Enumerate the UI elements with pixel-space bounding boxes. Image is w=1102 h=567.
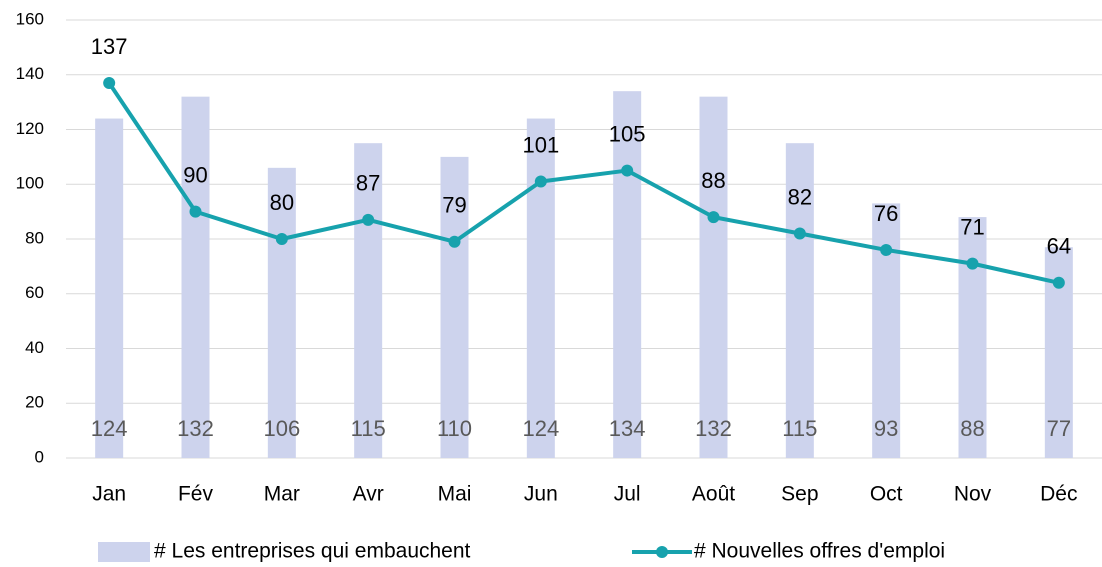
line-point <box>448 235 461 248</box>
line-point <box>966 257 979 270</box>
line-label: 105 <box>609 121 646 146</box>
bar-label: 88 <box>960 416 984 441</box>
line-label: 137 <box>91 34 128 59</box>
bar-label: 124 <box>522 416 559 441</box>
y-tick-label: 20 <box>25 393 44 412</box>
bar-label: 134 <box>609 416 646 441</box>
y-tick-label: 140 <box>16 64 44 83</box>
line-point <box>1052 276 1065 289</box>
line-label: 64 <box>1047 234 1071 259</box>
x-tick-label: Déc <box>1040 483 1077 506</box>
x-tick-label: Jan <box>92 483 126 506</box>
y-tick-label: 160 <box>16 9 44 28</box>
bar-label: 106 <box>263 416 300 441</box>
bar-label: 115 <box>351 416 386 441</box>
bar-label: 132 <box>177 416 214 441</box>
line-label: 82 <box>788 184 812 209</box>
bar-label: 132 <box>695 416 732 441</box>
line-label: 76 <box>874 201 898 226</box>
line-label: 90 <box>183 162 207 187</box>
line-point <box>103 76 116 89</box>
bar <box>526 118 555 459</box>
legend-label: # Les entreprises qui embauchent <box>154 540 471 563</box>
x-tick-label: Sep <box>781 483 818 506</box>
x-tick-label: Jul <box>614 483 641 506</box>
x-tick-label: Fév <box>178 483 214 506</box>
legend-swatch <box>98 542 150 562</box>
line <box>107 81 1060 285</box>
y-tick-label: 120 <box>16 119 44 138</box>
bar <box>181 96 210 459</box>
y-tick-label: 100 <box>16 174 44 193</box>
bar <box>958 217 987 458</box>
bar <box>785 143 814 458</box>
y-tick-label: 60 <box>25 283 44 302</box>
x-tick-label: Oct <box>870 483 903 506</box>
bar-label: 124 <box>91 416 128 441</box>
line-label: 87 <box>356 171 380 196</box>
bar-label: 93 <box>874 416 898 441</box>
bar-label: 110 <box>437 416 472 441</box>
line-label: 80 <box>270 190 294 215</box>
line-point <box>275 233 288 245</box>
y-tick-label: 40 <box>25 338 44 357</box>
bar-label: 77 <box>1047 416 1071 441</box>
x-tick-label: Août <box>692 483 735 506</box>
line-label: 79 <box>442 193 466 218</box>
line-point <box>793 227 806 240</box>
legend-label: # Nouvelles offres d'emploi <box>694 540 945 563</box>
line-point <box>534 175 547 188</box>
bar <box>354 143 383 458</box>
line-point <box>362 213 375 226</box>
bar <box>267 167 296 458</box>
line-label: 71 <box>960 214 984 239</box>
line-point <box>621 164 634 177</box>
bar <box>613 91 642 459</box>
y-tick-label: 0 <box>35 447 44 466</box>
bar <box>95 118 124 459</box>
x-tick-label: Nov <box>954 483 992 506</box>
bar <box>699 96 728 459</box>
line-point <box>880 243 893 256</box>
x-tick-label: Avr <box>353 483 384 506</box>
bar-label: 115 <box>782 416 817 441</box>
x-tick-label: Mar <box>264 483 300 506</box>
line-point <box>707 211 720 224</box>
x-tick-label: Mai <box>438 483 472 506</box>
y-tick-label: 80 <box>25 228 44 247</box>
line-point <box>189 205 202 218</box>
bar <box>440 156 469 458</box>
x-tick-label: Jun <box>524 483 558 506</box>
line-label: 101 <box>522 132 559 157</box>
line-label: 88 <box>701 168 725 193</box>
legend-swatch <box>656 546 668 558</box>
